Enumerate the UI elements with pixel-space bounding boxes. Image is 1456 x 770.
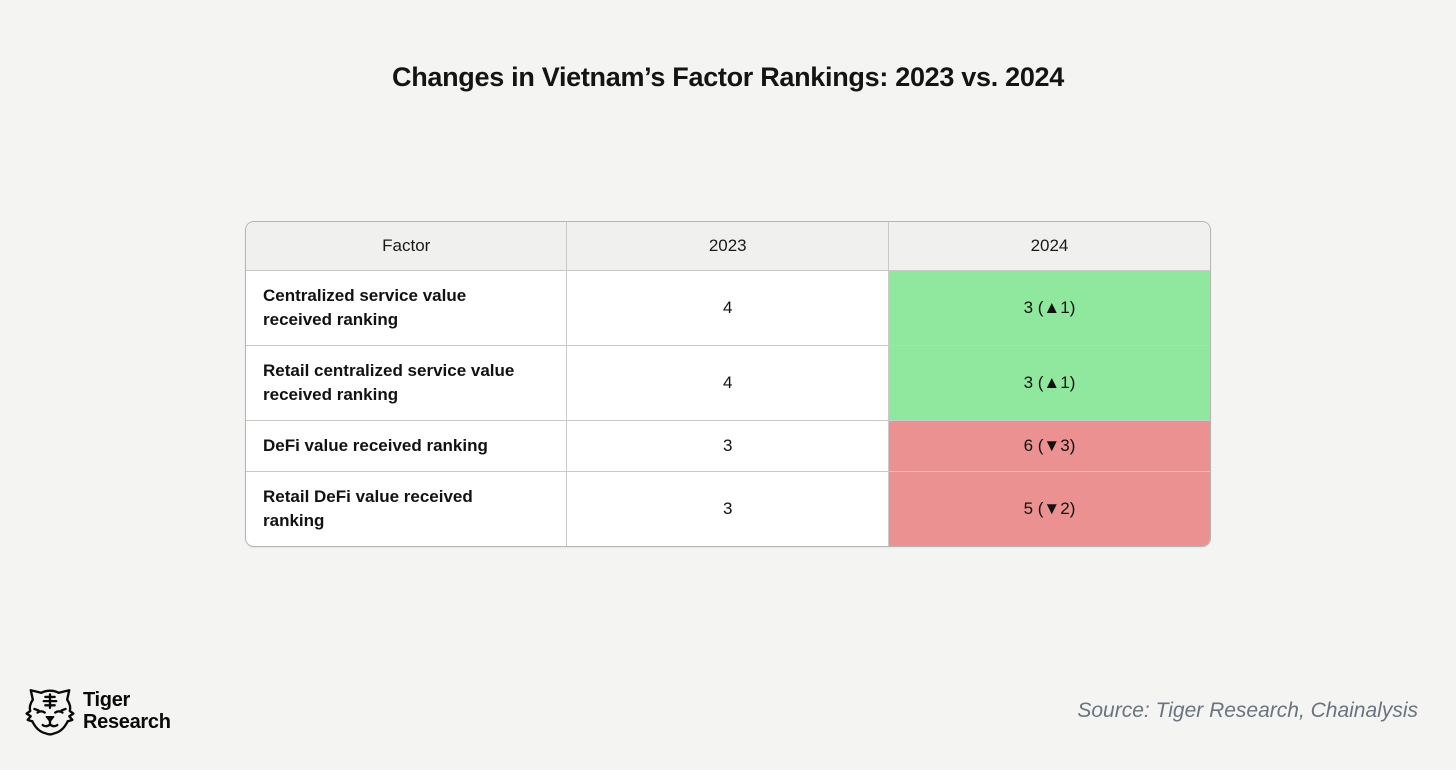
page-title: Changes in Vietnam’s Factor Rankings: 20… <box>392 62 1064 92</box>
column-header-2024: 2024 <box>888 222 1210 271</box>
column-header-2023: 2023 <box>567 222 889 271</box>
value-2024: 5 (▼2) <box>888 472 1210 546</box>
factor-label: Centralized service value received ranki… <box>246 271 568 346</box>
tiger-research-logo: Tiger Research <box>24 683 171 739</box>
factor-label: Retail DeFi value received ranking <box>246 472 568 546</box>
value-2024: 3 (▲1) <box>888 346 1210 421</box>
table-row: Centralized service value received ranki… <box>246 271 1210 346</box>
table-row: Retail DeFi value received ranking 3 5 (… <box>246 472 1210 546</box>
value-2024: 6 (▼3) <box>888 421 1210 472</box>
value-2024: 3 (▲1) <box>888 271 1210 346</box>
rankings-table: Factor 2023 2024 Centralized service val… <box>245 221 1211 547</box>
logo-wordmark: Tiger Research <box>83 689 171 733</box>
table-row: DeFi value received ranking 3 6 (▼3) <box>246 421 1210 472</box>
column-header-factor: Factor <box>246 222 568 271</box>
factor-label: DeFi value received ranking <box>246 421 568 472</box>
value-2023: 4 <box>567 346 889 421</box>
logo-word-line1: Tiger <box>83 689 131 711</box>
source-credit: Source: Tiger Research, Chainalysis <box>1077 699 1418 722</box>
value-2023: 3 <box>567 421 889 472</box>
table-row: Retail centralized service value receive… <box>246 346 1210 421</box>
value-2023: 3 <box>567 472 889 546</box>
table-header-row: Factor 2023 2024 <box>246 222 1210 271</box>
tiger-head-icon <box>25 689 75 736</box>
value-2023: 4 <box>567 271 889 346</box>
factor-label: Retail centralized service value receive… <box>246 346 568 421</box>
rankings-table-grid: Factor 2023 2024 Centralized service val… <box>246 222 1210 546</box>
logo-word-line2: Research <box>83 711 171 733</box>
